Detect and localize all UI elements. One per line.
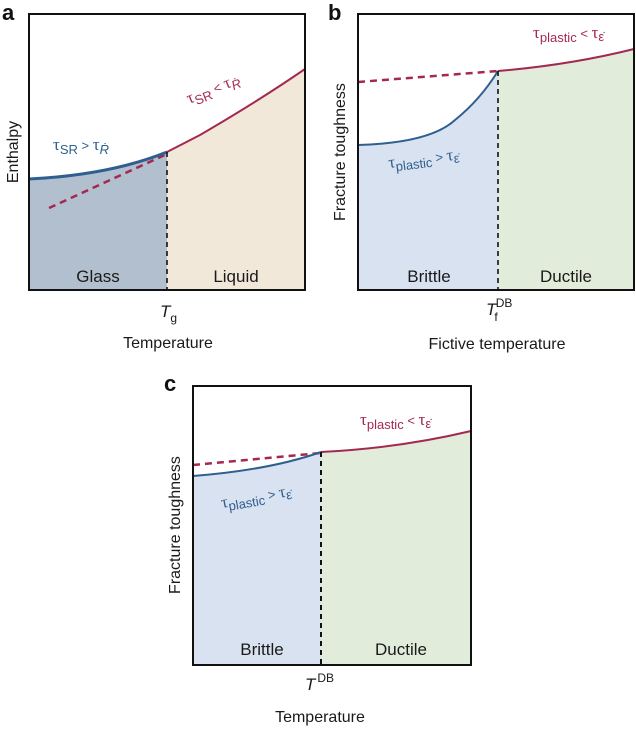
brittle-curve (357, 70, 499, 146)
brittle-region (358, 71, 498, 290)
ductile-curve (497, 48, 635, 72)
plot-frame-c (192, 385, 472, 666)
liquid-curve (166, 68, 306, 153)
plot-frame-a (28, 13, 306, 291)
y-axis-label-c: Fracture toughness (167, 456, 184, 594)
ductile-region (498, 49, 634, 290)
panel-letter-b: b (328, 0, 341, 25)
extrapolated-ductile-line-c (192, 451, 322, 467)
glass-region (29, 152, 167, 290)
x-axis-label-c: Temperature (275, 709, 365, 726)
glass-curve (28, 150, 168, 181)
extrapolated-ductile-line (357, 69, 499, 84)
y-axis-label-b: Fracture toughness (332, 83, 349, 221)
panel-letter-a: a (2, 0, 15, 25)
brittle-curve-c (192, 451, 322, 477)
annotation-brittle-condition-b: τplastic > τε̇ (387, 144, 461, 175)
annotation-ductile-condition-c: τplastic < τε̇ (360, 410, 432, 432)
panel-a: a Glass Liquid τSR > τṘ τSR < τṘ Enthalp… (2, 0, 306, 352)
t-db-tick-label: T DB (305, 671, 334, 694)
liquid-label: Liquid (213, 267, 258, 286)
panel-c: c Brittle Ductile τplastic > τε̇ τplasti… (164, 371, 472, 726)
glass-label: Glass (76, 267, 119, 286)
ductile-label-c: Ductile (375, 640, 427, 659)
ductile-label-b: Ductile (540, 267, 592, 286)
brittle-label-b: Brittle (407, 267, 450, 286)
plot-frame-b (357, 13, 635, 291)
annotation-ductile-condition-b: τplastic < τε̇ (533, 23, 605, 45)
tf-db-tick-label: TfDB (486, 296, 512, 324)
brittle-region-c (193, 452, 321, 665)
x-axis-label-b: Fictive temperature (429, 336, 566, 353)
annotation-brittle-condition-c: τplastic > τε̇ (219, 481, 294, 515)
extrapolated-liquid-line (48, 152, 168, 210)
liquid-region (167, 69, 305, 290)
annotation-liquid-condition: τSR < τṘ (183, 69, 243, 110)
brittle-label-c: Brittle (240, 640, 283, 659)
panel-b: b Brittle Ductile τplastic > τε̇ τplasti… (328, 0, 635, 353)
ductile-region-c (321, 431, 471, 665)
annotation-glass-condition: τSR > τṘ (53, 135, 109, 157)
panel-letter-c: c (164, 371, 176, 396)
tg-tick-label: Tg (160, 302, 177, 325)
x-axis-label-a: Temperature (123, 335, 213, 352)
ductile-curve-c (320, 430, 472, 453)
y-axis-label-a: Enthalpy (5, 121, 22, 183)
